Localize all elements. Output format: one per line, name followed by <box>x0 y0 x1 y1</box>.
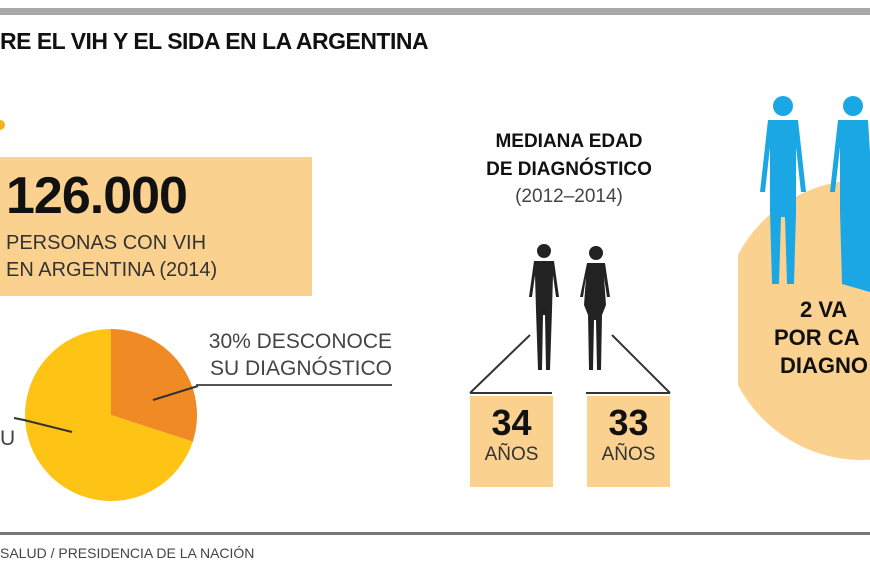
stat-caption-line2: EN ARGENTINA (2014) <box>6 259 218 281</box>
median-years: (2012–2014) <box>515 186 623 207</box>
female-figure-icon <box>580 246 610 370</box>
pie-leader-known <box>13 417 73 433</box>
age-unit-male: AÑOS <box>484 444 539 465</box>
pie-label-underline <box>196 384 392 386</box>
age-unit-female: AÑOS <box>601 444 656 465</box>
pie-chart <box>13 329 199 501</box>
median-title-line1: MEDIANA EDAD <box>495 131 643 152</box>
pie-label-line1: 30% DESCONOCE <box>208 330 392 353</box>
median-title: MEDIANA EDAD DE DIAGNÓSTICO <box>462 128 676 184</box>
ratio-circle-shape <box>738 180 870 460</box>
top-rule <box>0 8 870 15</box>
ratio-line3: DIAGNO <box>780 353 868 378</box>
blue-person-icon <box>830 96 870 292</box>
median-title-line2: DE DIAGNÓSTICO <box>486 159 652 180</box>
blue-person-icon <box>760 96 806 284</box>
bullet-dot <box>0 120 5 130</box>
pie-slice-1 <box>25 329 193 501</box>
male-figure-icon <box>529 244 559 370</box>
stat-box <box>0 157 312 296</box>
source-credit: SALUD / PRESIDENCIA DE LA NACIÓN <box>0 545 255 561</box>
figures-diagram <box>469 244 671 394</box>
pie-label-known: U <box>0 427 16 450</box>
ratio-text: 2 VA POR CA DIAGNO <box>762 296 870 380</box>
pie-leader-unknown <box>152 385 199 401</box>
ratio-line2: POR CA <box>774 325 860 350</box>
age-value-male: 34 <box>491 402 532 443</box>
leader-male <box>469 334 531 394</box>
stat-number: 126.000 <box>6 167 188 225</box>
bottom-rule <box>0 532 870 535</box>
pie-label-line2: SU DIAGNÓSTICO <box>209 357 392 380</box>
leader-female <box>611 334 671 394</box>
age-box-male: 34 AÑOS <box>470 396 553 487</box>
age-value-female: 33 <box>608 402 649 443</box>
pie-label-unknown: 30% DESCONOCE SU DIAGNÓSTICO <box>196 328 392 382</box>
page-title: RE EL VIH Y EL SIDA EN LA ARGENTINA <box>0 28 429 54</box>
pie-slice-0 <box>111 329 198 442</box>
stat-caption-line1: PERSONAS CON VIH <box>6 232 207 254</box>
age-box-female: 33 AÑOS <box>587 396 670 487</box>
blue-figures <box>760 96 870 292</box>
ratio-line1: 2 VA <box>800 297 848 322</box>
stat-caption: PERSONAS CON VIH EN ARGENTINA (2014) <box>6 230 217 284</box>
ratio-circle <box>738 180 870 460</box>
